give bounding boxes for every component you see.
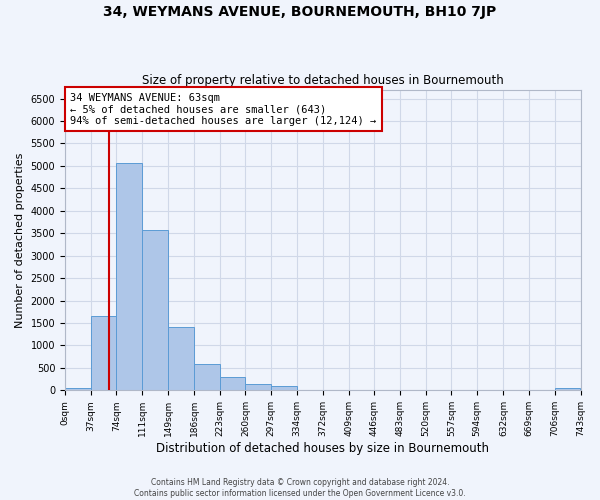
Y-axis label: Number of detached properties: Number of detached properties xyxy=(15,152,25,328)
Text: 34 WEYMANS AVENUE: 63sqm
← 5% of detached houses are smaller (643)
94% of semi-d: 34 WEYMANS AVENUE: 63sqm ← 5% of detache… xyxy=(70,92,376,126)
Bar xyxy=(271,386,297,390)
Bar xyxy=(116,162,142,390)
X-axis label: Distribution of detached houses by size in Bournemouth: Distribution of detached houses by size … xyxy=(156,442,489,455)
Title: Size of property relative to detached houses in Bournemouth: Size of property relative to detached ho… xyxy=(142,74,503,87)
Bar xyxy=(65,388,91,390)
Bar xyxy=(169,328,194,390)
Bar xyxy=(91,316,116,390)
Bar xyxy=(142,230,169,390)
Text: 34, WEYMANS AVENUE, BOURNEMOUTH, BH10 7JP: 34, WEYMANS AVENUE, BOURNEMOUTH, BH10 7J… xyxy=(103,5,497,19)
Text: Contains HM Land Registry data © Crown copyright and database right 2024.
Contai: Contains HM Land Registry data © Crown c… xyxy=(134,478,466,498)
Bar xyxy=(555,388,580,390)
Bar xyxy=(194,364,220,390)
Bar xyxy=(220,377,245,390)
Bar xyxy=(245,384,271,390)
